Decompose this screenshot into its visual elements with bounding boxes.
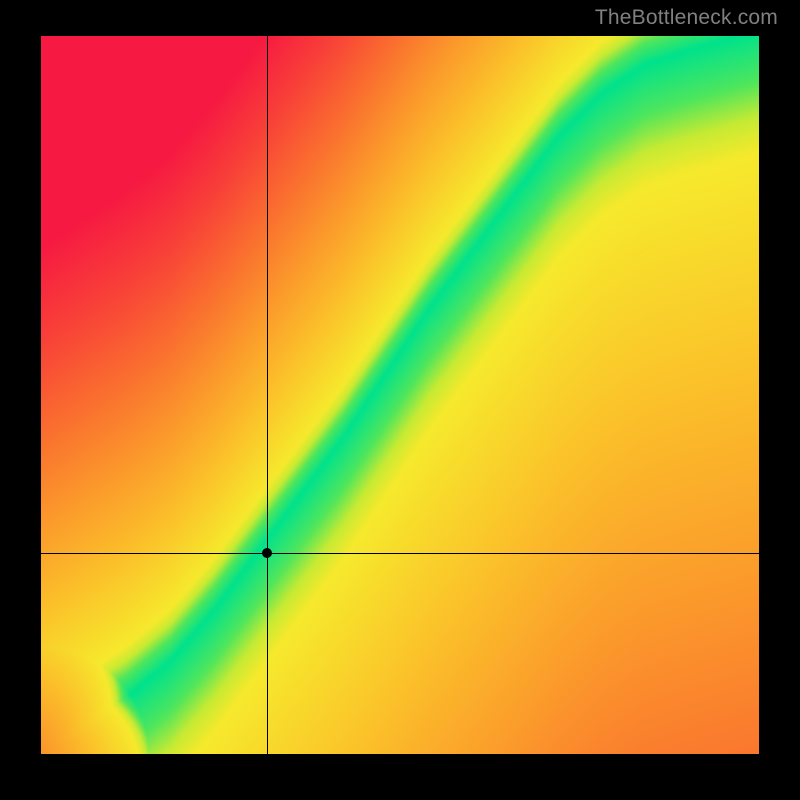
heatmap-canvas bbox=[41, 36, 759, 754]
crosshair-vertical bbox=[267, 36, 268, 754]
crosshair-marker bbox=[262, 548, 272, 558]
watermark-text: TheBottleneck.com bbox=[595, 6, 778, 30]
heatmap-plot bbox=[41, 36, 759, 754]
crosshair-horizontal bbox=[41, 553, 759, 554]
